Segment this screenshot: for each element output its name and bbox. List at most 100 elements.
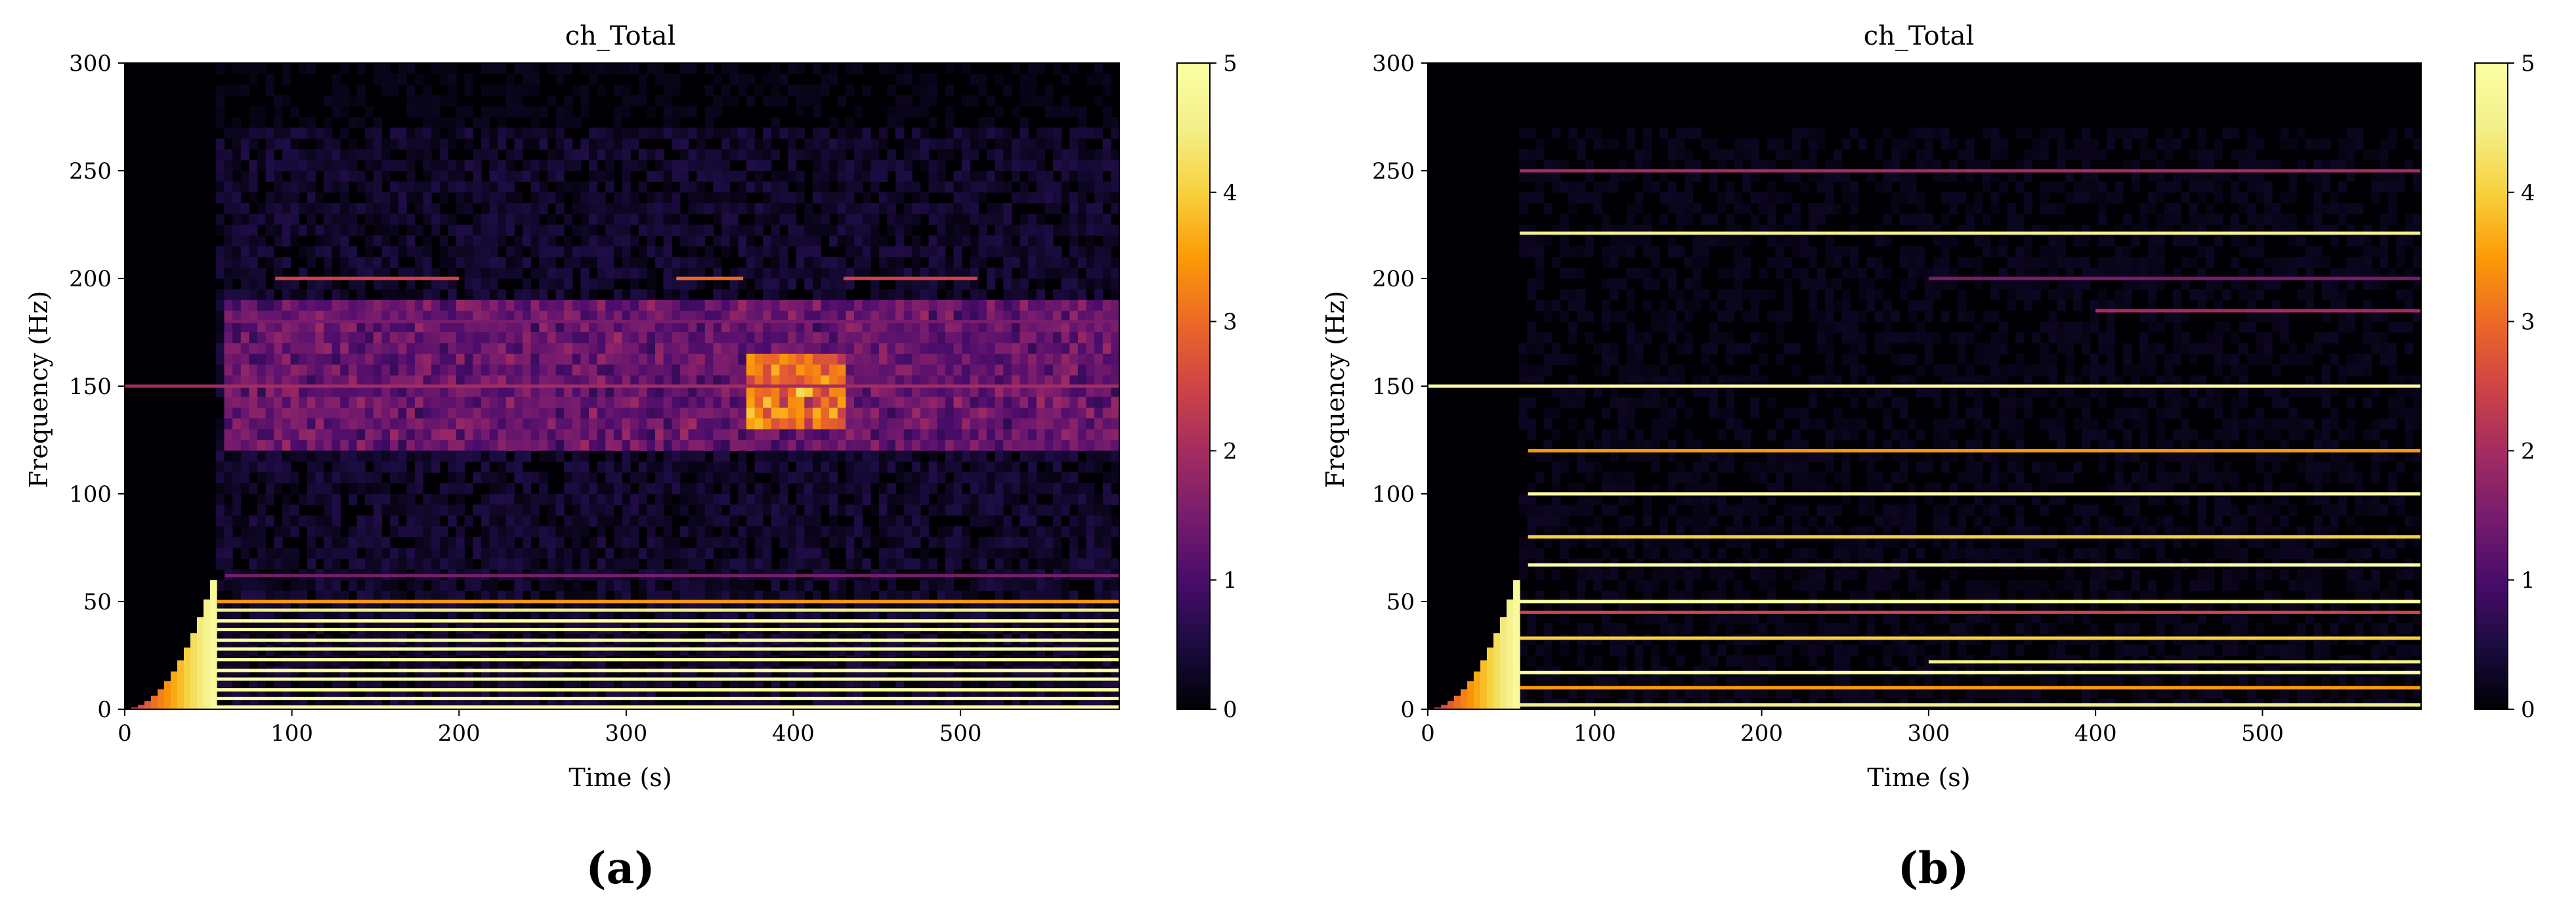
heatmap-cell	[1020, 515, 1029, 527]
heatmap-cell	[987, 515, 996, 527]
heatmap-cell	[804, 84, 813, 96]
heatmap-cell	[249, 171, 258, 182]
heatmap-cell	[240, 397, 249, 408]
heatmap-cell	[837, 429, 846, 441]
heatmap-cell	[912, 213, 921, 225]
heatmap-cell	[970, 321, 979, 333]
heatmap-cell	[589, 171, 598, 182]
heatmap-cell	[224, 526, 233, 538]
heatmap-cell	[638, 149, 647, 161]
heatmap-cell	[779, 450, 788, 462]
heatmap-cell	[829, 257, 838, 269]
heatmap-cell	[232, 84, 242, 96]
heatmap-cell	[1003, 461, 1012, 473]
heatmap-cell	[995, 440, 1004, 451]
heatmap-cell	[679, 407, 689, 419]
heatmap-cell	[679, 548, 689, 559]
heatmap-cell	[597, 299, 606, 311]
heatmap-cell	[821, 74, 830, 85]
heatmap-cell	[903, 386, 912, 397]
heatmap-cell	[1053, 397, 1062, 408]
heatmap-cell	[837, 289, 846, 301]
heatmap-cell	[771, 472, 780, 484]
heatmap-cell	[878, 246, 888, 257]
heatmap-cell	[854, 246, 863, 257]
heatmap-cell	[257, 450, 267, 462]
heatmap-cell	[779, 537, 788, 548]
heatmap-cell	[580, 386, 590, 397]
heatmap-cell	[439, 375, 448, 387]
heatmap-cell	[473, 407, 482, 419]
heatmap-cell	[249, 267, 258, 279]
heatmap-cell	[555, 343, 565, 355]
heatmap-cell	[597, 375, 606, 387]
heatmap-cell	[505, 548, 515, 559]
heatmap-cell	[887, 246, 896, 257]
heatmap-cell	[1044, 407, 1054, 419]
heatmap-cell	[912, 246, 921, 257]
heatmap-cell	[763, 95, 772, 107]
heatmap-cell	[307, 192, 316, 204]
heatmap-cell	[912, 138, 921, 150]
heatmap-cell	[348, 321, 358, 333]
heatmap-cell	[464, 74, 473, 85]
heatmap-cell	[912, 515, 921, 527]
heatmap-cell	[356, 181, 366, 193]
heatmap-cell	[539, 311, 548, 322]
heatmap-cell	[1011, 483, 1021, 494]
heatmap-cell	[1069, 332, 1079, 343]
heatmap-cell	[821, 397, 830, 408]
heatmap-cell	[912, 149, 921, 161]
heatmap-cell	[854, 483, 863, 494]
heatmap-cell	[1036, 483, 1045, 494]
heatmap-cell	[953, 278, 962, 290]
heatmap-cell	[1011, 171, 1021, 182]
heatmap-cell	[555, 149, 565, 161]
heatmap-cell	[473, 289, 482, 301]
heatmap-cell	[547, 548, 557, 559]
heatmap-cell	[1036, 321, 1045, 333]
heatmap-cell	[638, 203, 647, 215]
heatmap-cell	[812, 472, 822, 484]
heatmap-cell	[523, 106, 532, 118]
heatmap-cell	[539, 278, 548, 290]
heatmap-cell	[928, 332, 937, 343]
heatmap-cell	[887, 386, 896, 397]
heatmap-cell	[878, 440, 888, 451]
heatmap-cell	[597, 257, 606, 269]
heatmap-cell	[365, 127, 374, 139]
heatmap-cell	[721, 289, 731, 301]
heatmap-cell	[970, 450, 979, 462]
heatmap-cell	[307, 63, 316, 74]
heatmap-cell	[523, 127, 532, 139]
heatmap-cell	[870, 311, 880, 322]
heatmap-cell	[448, 127, 457, 139]
heatmap-cell	[365, 181, 374, 193]
heatmap-cell	[729, 74, 739, 85]
heatmap-cell	[414, 440, 424, 451]
heatmap-cell	[514, 386, 523, 397]
heatmap-cell	[1011, 149, 1021, 161]
heatmap-cell	[1020, 353, 1029, 365]
heatmap-cell	[970, 461, 979, 473]
heatmap-cell	[224, 321, 233, 333]
heatmap-cell	[870, 246, 880, 257]
heatmap-cell	[721, 225, 731, 236]
heatmap-cell	[282, 74, 291, 85]
heatmap-cell	[423, 429, 432, 441]
heatmap-cell	[555, 364, 565, 376]
heatmap-cell	[953, 483, 962, 494]
heatmap-cell	[779, 321, 788, 333]
heatmap-cell	[265, 160, 274, 171]
heatmap-cell	[928, 213, 937, 225]
heatmap-cell	[547, 149, 557, 161]
heatmap-cell	[481, 278, 490, 290]
heatmap-cell	[580, 504, 590, 516]
heatmap-cell	[870, 160, 880, 171]
heatmap-cell	[240, 149, 249, 161]
heatmap-cell	[970, 192, 979, 204]
heatmap-cell	[679, 181, 689, 193]
heatmap-cell	[978, 386, 987, 397]
heatmap-cell	[655, 149, 664, 161]
heatmap-cell	[348, 418, 358, 430]
